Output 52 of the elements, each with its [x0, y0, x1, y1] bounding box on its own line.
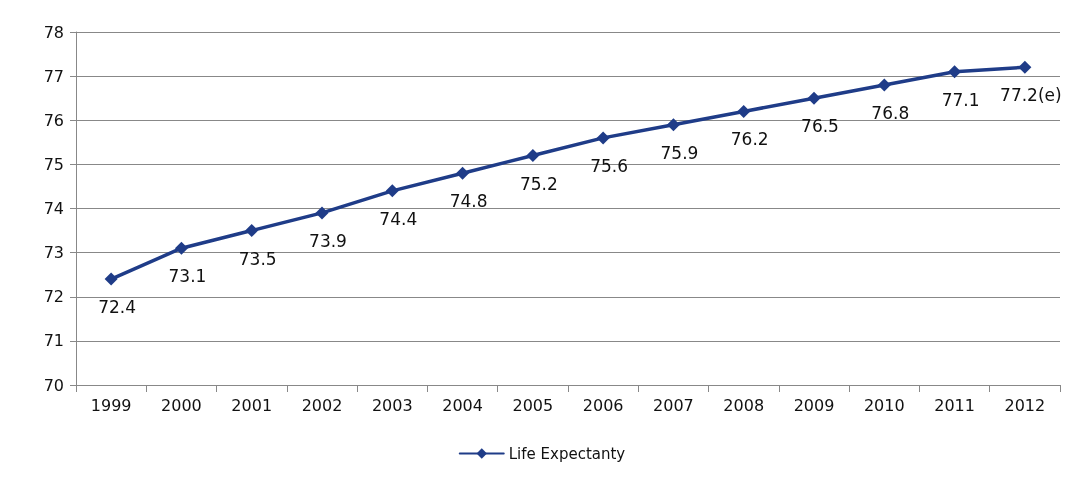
data-label: 77.2(e) — [1000, 85, 1062, 106]
data-label: 77.1 — [941, 89, 980, 110]
legend-label: Life Expectanty — [508, 444, 626, 463]
data-label: 74.4 — [379, 208, 418, 229]
data-label: 75.9 — [660, 142, 699, 163]
data-label: 72.4 — [98, 297, 137, 318]
point — [104, 272, 118, 286]
point — [526, 149, 540, 163]
y-tick-label: 73 — [43, 243, 64, 263]
point — [948, 65, 962, 79]
x-tick-label: 2012 — [1004, 395, 1046, 415]
point — [596, 131, 610, 145]
x-tick-label: 2009 — [793, 395, 835, 415]
y-tick-label: 74 — [43, 199, 64, 218]
y-tick-label: 78 — [43, 22, 64, 42]
data-label: 75.6 — [590, 155, 629, 176]
x-tick-label: 2006 — [582, 395, 624, 415]
x-tick-label: 2000 — [161, 395, 202, 415]
x-tick-label: 2001 — [231, 395, 273, 415]
data-label: 76.2 — [730, 129, 769, 150]
data-label: 73.5 — [238, 248, 277, 269]
y-tick-label: 70 — [43, 375, 64, 395]
point — [877, 78, 891, 92]
point — [666, 118, 680, 132]
y-tick-label: 72 — [43, 287, 64, 307]
y-tick-label: 75 — [43, 154, 64, 174]
point — [1018, 60, 1032, 74]
x-tick-label: 2004 — [442, 395, 483, 415]
x-tick-label: 2003 — [371, 395, 413, 415]
y-tick-label: 77 — [43, 66, 64, 86]
x-tick-label: 2008 — [723, 395, 765, 415]
point — [174, 241, 188, 255]
x-tick-label: 2007 — [653, 395, 694, 415]
point — [456, 166, 470, 180]
y-tick-label: 76 — [43, 110, 64, 130]
x-tick-label: 2002 — [301, 395, 343, 415]
point — [315, 206, 329, 220]
data-label: 73.9 — [309, 230, 347, 251]
point — [385, 184, 399, 198]
data-label: 75.2 — [519, 173, 558, 194]
data-label: 73.1 — [168, 266, 207, 287]
data-label: 76.5 — [801, 116, 839, 137]
point — [807, 91, 821, 105]
point — [737, 104, 751, 118]
data-label: 74.8 — [449, 191, 488, 212]
y-tick-label: 71 — [43, 331, 64, 351]
x-tick-label: 2010 — [863, 395, 905, 415]
data-label: 76.8 — [871, 102, 910, 123]
x-tick-label: 1999 — [90, 395, 132, 415]
x-tick-label: 2005 — [512, 395, 554, 415]
x-tick-label: 2011 — [934, 395, 975, 415]
point — [245, 224, 259, 238]
